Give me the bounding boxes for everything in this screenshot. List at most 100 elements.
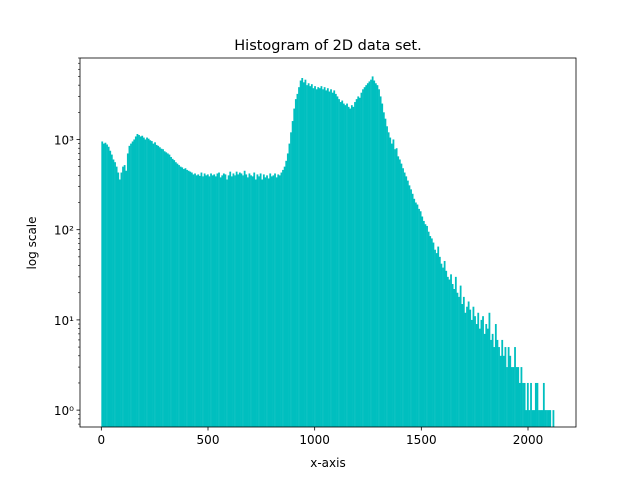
histogram-bar bbox=[296, 93, 299, 428]
histogram-bar bbox=[102, 143, 105, 427]
histogram-bar bbox=[221, 175, 224, 427]
histogram-bar bbox=[261, 179, 264, 427]
histogram-bar bbox=[131, 141, 134, 428]
histogram-bar bbox=[552, 410, 555, 427]
histogram-bar bbox=[258, 176, 260, 427]
histogram-bar bbox=[218, 172, 220, 427]
histogram-bar bbox=[440, 263, 443, 427]
histogram-bar bbox=[126, 153, 129, 427]
histogram-bar bbox=[235, 171, 238, 427]
histogram-bar bbox=[438, 256, 441, 427]
x-tick-label: 0 bbox=[98, 433, 106, 447]
histogram-bar bbox=[293, 108, 296, 427]
histogram-bar bbox=[485, 324, 488, 427]
y-tick-label: 10¹ bbox=[54, 314, 74, 328]
histogram-bar bbox=[451, 284, 454, 427]
histogram-bar bbox=[339, 102, 342, 427]
histogram-bar bbox=[382, 112, 385, 427]
histogram-bar bbox=[125, 170, 128, 427]
histogram-bar bbox=[310, 84, 313, 427]
histogram-bar bbox=[398, 159, 401, 428]
histogram-bar bbox=[141, 135, 144, 428]
histogram-bar bbox=[254, 179, 257, 427]
histogram-bar bbox=[149, 140, 152, 427]
histogram-bar bbox=[517, 367, 520, 427]
histogram-bar bbox=[307, 83, 310, 427]
histogram-bar bbox=[338, 99, 340, 427]
histogram-bar bbox=[114, 162, 116, 427]
histogram-bar bbox=[323, 87, 326, 428]
histogram-bar bbox=[549, 410, 552, 427]
histogram-bar bbox=[136, 134, 139, 427]
histogram-bar bbox=[547, 410, 550, 427]
histogram-bar bbox=[110, 154, 113, 427]
histogram-bar bbox=[470, 319, 473, 427]
histogram-bar bbox=[277, 174, 280, 427]
y-axis-ticks: 10⁰ 10¹ 10² 10³ bbox=[54, 57, 80, 425]
histogram-bar bbox=[400, 163, 403, 427]
histogram-bar bbox=[192, 174, 195, 427]
histogram-bar bbox=[134, 136, 137, 427]
histogram-bar bbox=[304, 79, 307, 428]
histogram-bar bbox=[475, 324, 478, 427]
histogram-bar bbox=[370, 79, 372, 428]
histogram-bar bbox=[107, 146, 110, 427]
histogram-bar bbox=[163, 151, 166, 427]
histogram-bar bbox=[432, 242, 435, 427]
histogram-bar bbox=[178, 165, 180, 427]
histogram-bar bbox=[154, 142, 156, 427]
histogram-bar bbox=[238, 172, 241, 427]
histogram-bar bbox=[333, 90, 336, 427]
histogram-bar bbox=[168, 154, 171, 427]
histogram-bar bbox=[190, 172, 193, 427]
histogram-bar bbox=[374, 83, 377, 427]
histogram-bar bbox=[275, 177, 278, 427]
histogram-bar bbox=[512, 367, 515, 427]
histogram-bar bbox=[285, 160, 288, 427]
histogram-bar bbox=[523, 382, 526, 427]
histogram-bar bbox=[198, 175, 201, 427]
histogram-bar bbox=[299, 80, 302, 427]
histogram-bar bbox=[186, 169, 188, 427]
histogram-bar bbox=[101, 141, 104, 428]
histogram-bar bbox=[418, 208, 420, 427]
histogram-bar bbox=[395, 148, 398, 427]
histogram-bar bbox=[424, 224, 427, 427]
x-tick-label: 500 bbox=[197, 433, 220, 447]
histogram-bar bbox=[171, 158, 174, 427]
histogram-bar bbox=[416, 204, 419, 427]
x-tick-label: 1000 bbox=[299, 433, 330, 447]
histogram-bar bbox=[251, 176, 254, 427]
histogram-bar bbox=[541, 410, 544, 427]
histogram-bar bbox=[283, 166, 286, 427]
histogram-bar bbox=[184, 168, 187, 428]
histogram-bar bbox=[355, 99, 358, 427]
y-axis-label: log scale bbox=[25, 216, 39, 269]
histogram-bar bbox=[123, 165, 126, 427]
histogram-bar bbox=[208, 176, 211, 427]
histogram-bar bbox=[318, 88, 321, 428]
y-tick-label: 10³ bbox=[54, 133, 74, 147]
histogram-bar bbox=[533, 410, 536, 427]
histogram-bar bbox=[493, 347, 496, 427]
x-tick-label: 2000 bbox=[513, 433, 544, 447]
x-axis-ticks: 0 500 1000 1500 2000 bbox=[98, 427, 544, 447]
histogram-bar bbox=[267, 178, 270, 427]
histogram-bar bbox=[104, 142, 107, 428]
histogram-bar bbox=[301, 78, 304, 427]
histogram-bar bbox=[514, 347, 516, 427]
histogram-bar bbox=[262, 174, 265, 427]
y-tick-label: 10² bbox=[54, 224, 74, 238]
histogram-bar bbox=[494, 324, 497, 427]
histogram-bar bbox=[325, 90, 328, 427]
histogram-bar bbox=[437, 246, 440, 427]
histogram-bar bbox=[162, 149, 164, 427]
histogram-bar bbox=[222, 173, 225, 427]
histogram-bar bbox=[232, 173, 235, 427]
histogram-bar bbox=[155, 144, 158, 427]
histogram-bar bbox=[454, 276, 457, 427]
histogram-bar bbox=[256, 174, 259, 427]
histogram-bar bbox=[459, 285, 462, 427]
histogram-bar bbox=[358, 97, 361, 427]
